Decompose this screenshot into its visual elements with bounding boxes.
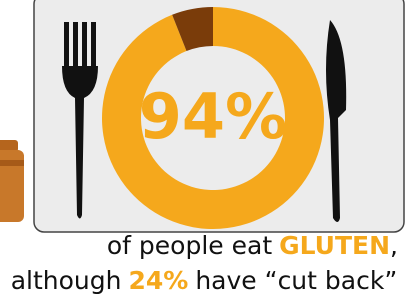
- page: {"chart_data": {"type": "donut", "catego…: [0, 0, 409, 301]
- highlight-text: 24%: [128, 266, 188, 295]
- caption-text: although: [11, 266, 122, 295]
- jar: [0, 140, 24, 222]
- caption-text: have “cut back”: [195, 266, 397, 295]
- caption-text: of people eat: [107, 231, 272, 260]
- infographic: 94% of people eatGLUTEN, although24%have…: [0, 0, 409, 301]
- center-label: 94%: [139, 80, 287, 153]
- highlight-text: GLUTEN: [279, 231, 390, 260]
- caption-text: ,: [390, 231, 398, 260]
